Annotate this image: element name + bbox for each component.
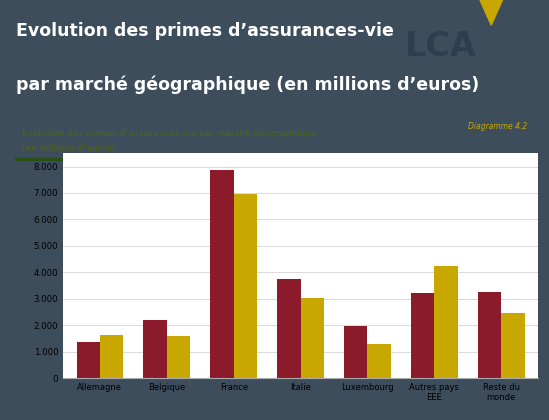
Bar	[76, 342, 100, 378]
Text: (en millions d’euros): (en millions d’euros)	[22, 144, 116, 153]
Bar	[301, 298, 324, 378]
Text: LCA: LCA	[405, 30, 477, 63]
Polygon shape	[480, 0, 502, 25]
Bar	[234, 194, 257, 378]
Text: Diagramme 4.2: Diagramme 4.2	[468, 122, 527, 131]
Text: Evolution des primes d’assurances-vie par marché géographique: Evolution des primes d’assurances-vie pa…	[22, 128, 317, 138]
Legend: 2014, 2015: 2014, 2015	[244, 417, 357, 420]
Bar	[501, 313, 525, 378]
Bar	[434, 266, 458, 378]
Text: par marché géographique (en millions d’euros): par marché géographique (en millions d’e…	[16, 76, 479, 94]
Text: Evolution des primes d’assurances-vie: Evolution des primes d’assurances-vie	[16, 22, 394, 40]
Bar	[277, 279, 301, 378]
Bar	[367, 344, 391, 378]
Bar	[100, 335, 124, 378]
Bar	[143, 320, 167, 378]
Bar	[478, 291, 501, 378]
Bar	[411, 293, 434, 378]
Bar	[210, 171, 234, 378]
Bar	[344, 326, 367, 378]
Bar	[167, 336, 190, 378]
